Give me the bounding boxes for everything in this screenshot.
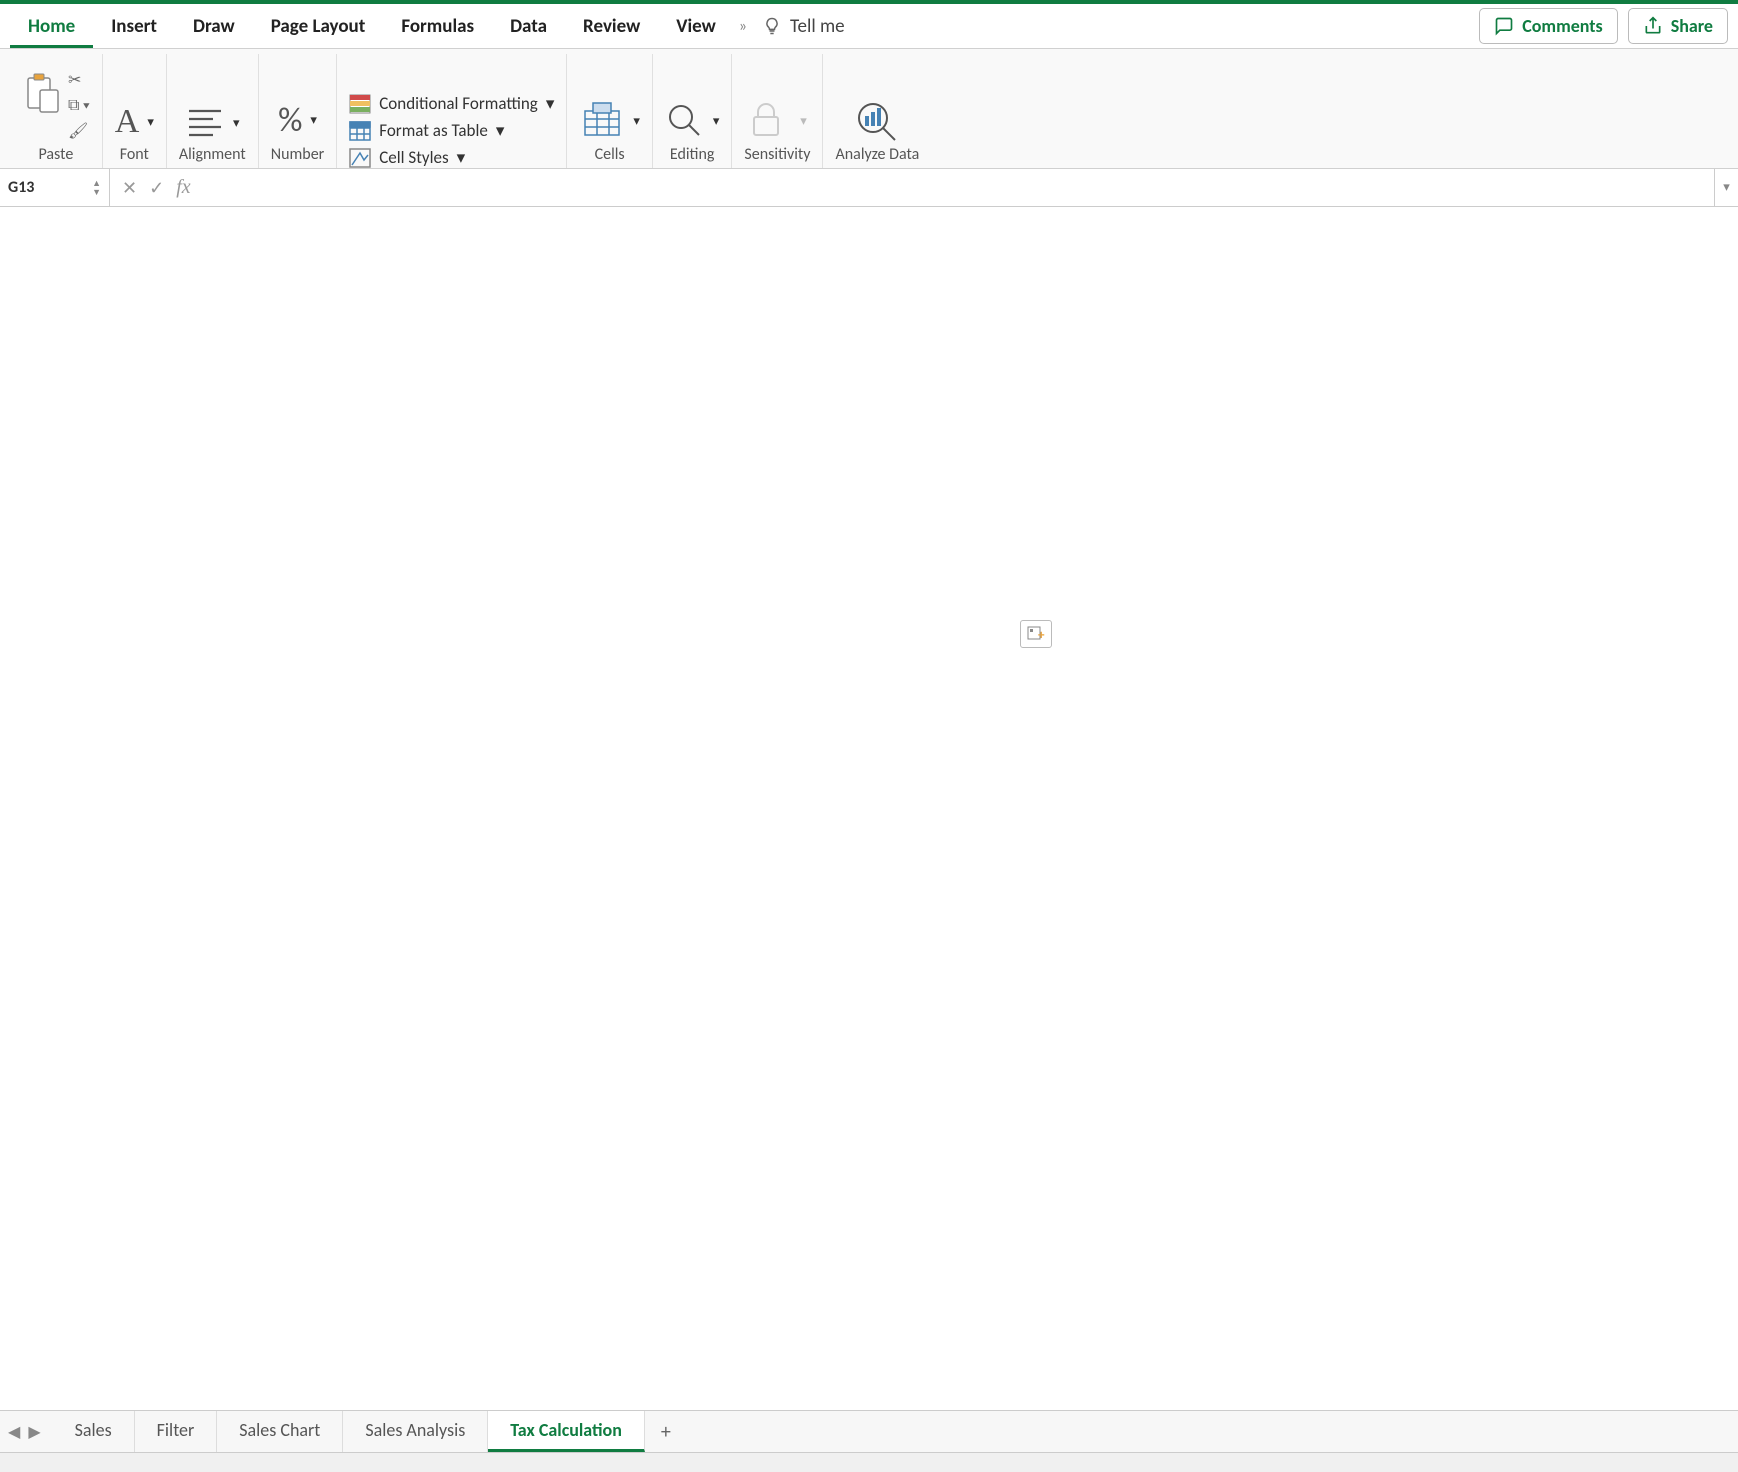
clipboard-group: ✂ ⧉ ▾ 🖌 Paste xyxy=(10,54,103,168)
cut-icon[interactable]: ✂ xyxy=(68,70,90,90)
autofill-options-icon[interactable]: + xyxy=(1020,620,1052,648)
namebox-down-icon[interactable]: ▼ xyxy=(92,188,101,197)
analyze-label: Analyze Data xyxy=(835,146,919,164)
comments-button[interactable]: Comments xyxy=(1479,8,1617,44)
font-dropdown-icon[interactable]: ▾ xyxy=(147,115,154,130)
formula-expand-icon[interactable]: ▾ xyxy=(1714,169,1738,206)
ribbon-tab-page-layout[interactable]: Page Layout xyxy=(253,5,384,48)
name-box-value: G13 xyxy=(8,178,34,197)
styles-group: Conditional Formatting▾ Format as Table▾… xyxy=(337,54,567,168)
sheet-tab-sales[interactable]: Sales xyxy=(53,1411,135,1452)
ribbon-tab-view[interactable]: View xyxy=(658,5,734,48)
formula-input[interactable] xyxy=(203,169,1714,206)
number-label: Number xyxy=(271,145,324,164)
cells-icon xyxy=(579,101,625,141)
cond-fmt-label: Conditional Formatting xyxy=(379,93,538,114)
sheet-nav-next-icon[interactable]: ▶ xyxy=(28,1422,40,1442)
accept-formula-icon[interactable]: ✓ xyxy=(149,177,164,199)
editing-label: Editing xyxy=(670,145,715,164)
cell-styles-label: Cell Styles xyxy=(379,147,448,168)
name-box[interactable]: G13 ▲▼ xyxy=(0,169,110,206)
comments-label: Comments xyxy=(1522,15,1602,37)
fmt-table-label: Format as Table xyxy=(379,120,488,141)
sheet-tab-filter[interactable]: Filter xyxy=(135,1411,218,1452)
status-bar xyxy=(0,1452,1738,1472)
paste-label[interactable]: Paste xyxy=(38,145,73,164)
ribbon-tab-review[interactable]: Review xyxy=(565,5,658,48)
alignment-dropdown-icon[interactable]: ▾ xyxy=(233,116,240,131)
percent-icon: % xyxy=(278,100,302,141)
conditional-formatting-button[interactable]: Conditional Formatting▾ xyxy=(349,93,554,114)
number-group[interactable]: % ▾ Number xyxy=(259,54,337,168)
copy-icon[interactable]: ⧉ ▾ xyxy=(68,96,90,115)
font-label: Font xyxy=(120,145,149,164)
sheet-tab-sales-analysis[interactable]: Sales Analysis xyxy=(343,1411,488,1452)
ribbon-tab-formulas[interactable]: Formulas xyxy=(383,5,492,48)
cancel-formula-icon[interactable]: ✕ xyxy=(122,177,137,199)
editing-dropdown-icon[interactable]: ▾ xyxy=(713,114,720,129)
sheet-tab-sales-chart[interactable]: Sales Chart xyxy=(217,1411,343,1452)
ribbon-tab-bar: HomeInsertDrawPage LayoutFormulasDataRev… xyxy=(0,4,1738,49)
analyze-group[interactable]: Analyze Data xyxy=(823,54,931,168)
sensitivity-group: ▾ Sensitivity xyxy=(732,54,823,168)
share-icon xyxy=(1643,16,1663,36)
sensitivity-icon xyxy=(748,101,792,141)
spreadsheet-grid[interactable]: + xyxy=(0,207,1738,1410)
fx-icon[interactable]: fx xyxy=(176,176,190,199)
ribbon-overflow-chevron[interactable]: » xyxy=(739,17,747,36)
ribbon-tab-data[interactable]: Data xyxy=(492,5,565,48)
sensitivity-label: Sensitivity xyxy=(744,145,810,164)
alignment-label: Alignment xyxy=(179,145,246,164)
cell-styles-button[interactable]: Cell Styles▾ xyxy=(349,147,554,168)
ribbon-tab-home[interactable]: Home xyxy=(10,5,93,48)
add-sheet-button[interactable]: + xyxy=(645,1412,687,1452)
sheet-tab-bar: ◀ ▶ SalesFilterSales ChartSales Analysis… xyxy=(0,1410,1738,1452)
cells-label: Cells xyxy=(595,145,625,164)
lightbulb-icon xyxy=(762,16,782,36)
share-label: Share xyxy=(1671,15,1713,37)
sheet-nav-prev-icon[interactable]: ◀ xyxy=(8,1422,20,1442)
ribbon-tab-insert[interactable]: Insert xyxy=(93,5,175,48)
alignment-icon xyxy=(185,105,225,141)
comment-icon xyxy=(1494,16,1514,36)
sheet-tab-tax-calculation[interactable]: Tax Calculation xyxy=(488,1411,645,1452)
editing-group[interactable]: ▾ Editing xyxy=(653,54,733,168)
number-dropdown-icon[interactable]: ▾ xyxy=(310,113,317,128)
formula-bar: G13 ▲▼ ✕ ✓ fx ▾ xyxy=(0,169,1738,207)
format-as-table-button[interactable]: Format as Table▾ xyxy=(349,120,554,141)
ribbon-tab-draw[interactable]: Draw xyxy=(175,5,253,48)
cells-group[interactable]: ▾ Cells xyxy=(567,54,653,168)
magnifier-icon xyxy=(665,101,705,141)
analyze-icon xyxy=(853,98,901,142)
format-painter-icon[interactable]: 🖌 xyxy=(68,121,90,141)
svg-text:+: + xyxy=(1038,628,1045,642)
paste-icon[interactable] xyxy=(22,70,62,118)
table-icon xyxy=(349,121,371,141)
cell-styles-icon xyxy=(349,148,371,168)
font-group[interactable]: A ▾ Font xyxy=(103,54,167,168)
tell-me-label: Tell me xyxy=(790,15,845,38)
ribbon-body: ✂ ⧉ ▾ 🖌 Paste A ▾ Font ▾ Alignment % ▾ Num… xyxy=(0,49,1738,169)
share-button[interactable]: Share xyxy=(1628,8,1728,44)
font-icon: A xyxy=(115,103,140,141)
alignment-group[interactable]: ▾ Alignment xyxy=(167,54,259,168)
cells-dropdown-icon[interactable]: ▾ xyxy=(633,114,640,129)
cond-fmt-icon xyxy=(349,94,371,114)
tell-me-search[interactable]: Tell me xyxy=(762,15,845,38)
